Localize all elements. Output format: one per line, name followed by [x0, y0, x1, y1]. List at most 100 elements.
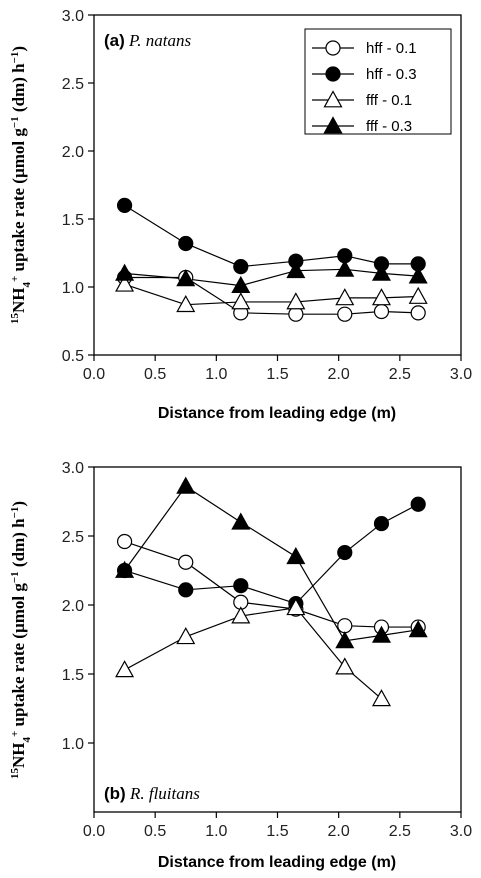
- data-point-a-3: [231, 275, 251, 294]
- legend-label: hff - 0.1: [366, 40, 417, 57]
- legend-marker: [325, 66, 341, 82]
- plot-frame-b: [93, 466, 462, 813]
- y-axis-title-a: 15NH4+ uptake rate (µmol g−1 (dm) h−1): [9, 46, 33, 324]
- y-tick-label-b: 1.0: [62, 736, 84, 753]
- x-axis-title-b: Distance from leading edge (m): [158, 854, 396, 871]
- ticks-b: 0.0 0.5 1.0 1.5 2.0 2.5 3.0 1.0 1.5 2.0 2.5 3.0: [62, 460, 472, 840]
- y-axis-title-part: 15: [9, 768, 21, 780]
- x-tick-label-a: 0.0: [83, 366, 105, 383]
- y-axis-title-part: uptake rate (µmol g: [9, 128, 28, 276]
- data-point-a-2: [115, 274, 135, 292]
- data-point-b-0: [337, 618, 353, 634]
- legend-marker: [323, 90, 343, 108]
- y-tick-label-b: 3.0: [62, 460, 84, 477]
- data-point-b-2: [371, 689, 392, 707]
- data-point-a-1: [116, 197, 133, 213]
- x-tick-label-a: 3.0: [450, 366, 472, 383]
- data-point-b-2: [176, 627, 196, 645]
- data-point-b-2: [231, 606, 251, 624]
- y-tick-label-a: 1.5: [62, 212, 84, 229]
- series-a: [115, 197, 428, 322]
- data-point-a-0: [373, 303, 390, 320]
- y-axis-title-b: 15NH4+ uptake rate (µmol g−1 (dm) h−1): [9, 501, 33, 779]
- data-point-a-2: [335, 288, 355, 306]
- data-point-b-3: [231, 512, 251, 530]
- y-axis-title-part: 4: [21, 737, 33, 743]
- data-point-b-3: [335, 631, 355, 649]
- data-point-b-1: [373, 515, 390, 532]
- y-axis-title-part: −1: [9, 571, 21, 583]
- data-point-b-1: [337, 544, 353, 561]
- panel-label-a-species: P. natans: [128, 31, 191, 50]
- data-point-a-2: [286, 292, 306, 310]
- y-axis-title-part: ): [9, 501, 28, 507]
- data-point-a-2: [231, 292, 251, 310]
- y-tick-label-b: 2.5: [62, 529, 84, 546]
- data-point-a-2: [176, 294, 196, 313]
- y-axis-title-part: NH: [9, 288, 28, 314]
- x-axis-title-a: Distance from leading edge (m): [158, 405, 396, 422]
- x-tick-label-a: 1.0: [205, 366, 227, 383]
- panel-label-b-species: R. fluitans: [129, 784, 200, 803]
- panel-label-b: (b) R. fluitans: [104, 784, 200, 803]
- legend-items: hff - 0.1 hff - 0.3 fff - 0.1 fff - 0.3: [312, 40, 417, 135]
- y-tick-label-a: 1.0: [62, 280, 84, 297]
- x-tick-label-a: 1.5: [266, 366, 288, 383]
- y-axis-title-part: −1: [9, 116, 21, 128]
- data-point-a-3: [115, 263, 135, 281]
- data-point-a-1: [178, 235, 194, 252]
- y-axis-title-part: −1: [9, 52, 21, 64]
- panel-label-a: (a) P. natans: [104, 31, 191, 50]
- data-point-b-3: [371, 625, 392, 643]
- legend-marker: [325, 40, 341, 56]
- legend-label: hff - 0.3: [366, 66, 417, 83]
- data-point-a-3: [286, 260, 306, 279]
- y-axis-title-part: +: [9, 731, 21, 737]
- data-point-b-3: [408, 620, 428, 638]
- y-tick-label-a: 0.5: [62, 348, 84, 365]
- data-point-b-1: [178, 582, 194, 598]
- data-point-b-1: [410, 496, 426, 512]
- y-tick-label-b: 1.5: [62, 667, 84, 684]
- data-point-b-3: [115, 560, 135, 578]
- legend-label: fff - 0.3: [366, 118, 412, 135]
- series-b: [115, 476, 428, 707]
- data-point-a-1: [233, 259, 249, 275]
- data-point-b-2: [115, 660, 135, 678]
- data-point-b-2: [335, 657, 355, 675]
- y-axis-title-part: (dm) h: [9, 518, 28, 571]
- x-tick-label-b: 0.5: [144, 823, 166, 840]
- y-tick-label-a: 3.0: [62, 8, 84, 25]
- data-point-a-3: [176, 269, 196, 287]
- panel-label-a-letter: (a): [104, 31, 125, 50]
- data-point-a-0: [410, 305, 426, 321]
- legend: hff - 0.1 hff - 0.3 fff - 0.1 fff - 0.3: [304, 28, 452, 135]
- chart-panel-b: 0.0 0.5 1.0 1.5 2.0 2.5 3.0 1.0 1.5 2.0 2.5 3.0 (b)…: [9, 460, 472, 871]
- series-line-a-1: [124, 204, 419, 268]
- y-axis-title-part: (dm) h: [9, 63, 28, 116]
- x-tick-label-b: 1.0: [205, 823, 227, 840]
- x-tick-label-b: 3.0: [450, 823, 472, 840]
- y-axis-title-part: ): [9, 46, 28, 52]
- data-point-a-0: [337, 306, 353, 322]
- series-line-b-3: [124, 485, 419, 642]
- y-axis-title-part: −1: [9, 507, 21, 519]
- data-point-b-0: [116, 533, 133, 550]
- data-point-a-3: [335, 259, 355, 277]
- data-point-b-3: [286, 546, 306, 565]
- series-line-a-0: [124, 276, 419, 315]
- ticks-a: 0.0 0.5 1.0 1.5 2.0 2.5 3.00.51.01.52.02.53.0: [62, 8, 472, 383]
- y-tick-label-a: 2.0: [62, 144, 84, 161]
- data-point-b-2: [286, 598, 306, 616]
- data-point-a-2: [408, 286, 428, 304]
- x-tick-label-b: 1.5: [266, 823, 288, 840]
- legend-marker: [323, 116, 343, 134]
- data-point-b-3: [176, 476, 196, 494]
- data-point-b-0: [178, 554, 194, 570]
- y-tick-label-b: 2.0: [62, 598, 84, 615]
- data-point-a-3: [371, 263, 392, 281]
- y-tick-label-a: 2.5: [62, 76, 84, 93]
- legend-label: fff - 0.1: [366, 92, 412, 109]
- y-axis-title-part: 4: [21, 282, 33, 288]
